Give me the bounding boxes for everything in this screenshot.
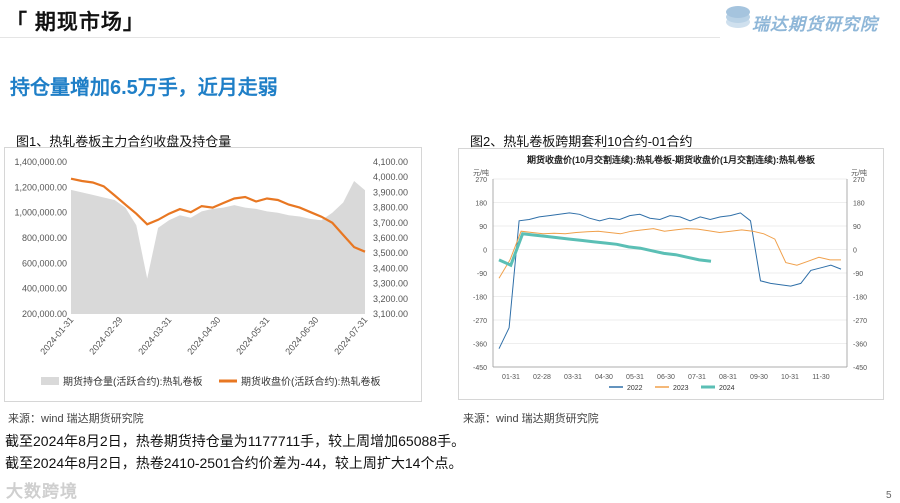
x-tick-group: 2024-01-31 <box>38 315 75 357</box>
chart2-x-tick: 11-30 <box>812 374 829 381</box>
figure1-title: 图1、热轧卷板主力合约收盘及持仓量 <box>16 134 232 149</box>
figure2-title: 图2、热轧卷板跨期套利10合约-01合约 <box>470 134 693 149</box>
right-axis-tick: 3,600.00 <box>373 233 408 243</box>
figure1-panel: 1,400,000.00 1,200,000.00 1,000,000.00 800,… <box>4 147 422 402</box>
chart2-right-tick: 270 <box>853 177 865 184</box>
chart2-legend-label: 2023 <box>673 385 689 392</box>
right-axis-tick: 3,900.00 <box>373 187 408 197</box>
legend-swatch-open-interest <box>41 377 59 385</box>
figure2-source: 来源：wind 瑞达期货研究院 <box>463 413 599 425</box>
x-tick-group: 2024-02-29 <box>87 315 124 357</box>
chart2-right-tick: -360 <box>853 342 867 349</box>
x-axis-tick: 2024-03-31 <box>136 315 173 357</box>
chart2-right-tick: 0 <box>853 248 857 255</box>
open-interest-area <box>71 181 365 314</box>
close-price-line <box>70 177 366 253</box>
x-axis-tick: 2024-05-31 <box>234 315 271 357</box>
left-axis-tick: 1,200,000.00 <box>14 182 67 192</box>
chart2-left-tick: 90 <box>479 224 487 231</box>
legend-label-close-price: 期货收盘价(活跃合约):热轧卷板 <box>241 375 380 388</box>
x-tick-group: 2024-06-30 <box>283 315 320 357</box>
chart2-x-tick: 10-31 <box>781 374 799 381</box>
right-axis-tick: 4,100.00 <box>373 157 408 167</box>
chart2: 期货收盘价(10月交割连续):热轧卷板-期货收盘价(1月交割连续):热轧卷板元/… <box>473 154 867 392</box>
chart2-x-tick: 06-30 <box>657 374 675 381</box>
chart2-x-tick: 04-30 <box>595 374 613 381</box>
company-logo <box>726 6 750 28</box>
chart2-left-tick: 0 <box>483 248 487 255</box>
x-axis-tick: 2024-02-29 <box>87 315 124 357</box>
x-tick-group: 2024-03-31 <box>136 315 173 357</box>
chart2-series-line-2023 <box>498 228 841 279</box>
chart2-y-unit-right: 元/吨 <box>851 168 867 177</box>
chart2-series-line-2022 <box>498 212 842 349</box>
chart2-right-tick: 180 <box>853 201 865 208</box>
chart2-x-tick: 05-31 <box>626 374 644 381</box>
left-axis-tick: 800,000.00 <box>22 233 67 243</box>
chart2-left-tick: -90 <box>477 271 487 278</box>
right-axis-tick: 3,200.00 <box>373 294 408 304</box>
watermark: 大数跨境 <box>6 482 78 501</box>
chart2-left-tick: -360 <box>473 342 487 349</box>
chart1: 1,400,000.00 1,200,000.00 1,000,000.00 800,… <box>14 157 408 388</box>
chart2-series-line-2024 <box>498 232 712 268</box>
header-divider <box>0 37 720 38</box>
right-axis-tick: 3,800.00 <box>373 203 408 213</box>
chart2-right-tick: -450 <box>853 365 867 372</box>
chart2-left-tick: 270 <box>475 177 487 184</box>
chart2-right-tick: -270 <box>853 318 867 325</box>
chart2-legend-label: 2022 <box>627 385 643 392</box>
left-axis-tick: 600,000.00 <box>22 258 67 268</box>
chart2-x-tick: 09-30 <box>750 374 768 381</box>
right-axis-tick: 4,000.00 <box>373 172 408 182</box>
right-axis-tick: 3,300.00 <box>373 279 408 289</box>
chart2-x-tick: 02-28 <box>533 374 551 381</box>
chart2-right-tick: 90 <box>853 224 861 231</box>
chart2-left-tick: -270 <box>473 318 487 325</box>
legend-label-open-interest: 期货持仓量(活跃合约):热轧卷板 <box>63 375 202 388</box>
right-axis-tick: 3,500.00 <box>373 248 408 258</box>
figure1-source: 来源：wind 瑞达期货研究院 <box>8 413 144 425</box>
note-line-1: 截至2024年8月2日，热卷期货持仓量为1177711手，较上周增加65088手… <box>5 433 466 449</box>
x-tick-group: 2024-05-31 <box>234 315 271 357</box>
x-axis-tick: 2024-04-30 <box>185 315 222 357</box>
x-axis-tick: 2024-07-31 <box>332 315 369 357</box>
chart2-title: 期货收盘价(10月交割连续):热轧卷板-期货收盘价(1月交割连续):热轧卷板 <box>527 154 816 165</box>
chart2-x-tick: 07-31 <box>688 374 706 381</box>
left-axis-tick: 1,000,000.00 <box>14 208 67 218</box>
note-line-2: 截至2024年8月2日，热卷2410-2501合约价差为-44，较上周扩大14个… <box>5 455 463 471</box>
left-axis-tick: 200,000.00 <box>22 309 67 319</box>
chart2-x-tick: 01-31 <box>502 374 520 381</box>
chart2-y-unit-left: 元/吨 <box>473 168 489 177</box>
chart2-legend-label: 2024 <box>719 385 735 392</box>
left-axis-tick: 400,000.00 <box>22 284 67 294</box>
chart2-right-tick: -180 <box>853 295 867 302</box>
headline: 持仓量增加6.5万手，近月走弱 <box>10 77 278 99</box>
section-title: 「 期现市场」 <box>6 11 145 34</box>
left-axis-tick: 1,400,000.00 <box>14 157 67 167</box>
chart2-left-tick: -180 <box>473 295 487 302</box>
right-axis-tick: 3,100.00 <box>373 309 408 319</box>
right-axis-tick: 3,400.00 <box>373 263 408 273</box>
chart2-x-tick: 03-31 <box>564 374 582 381</box>
chart2-left-tick: -450 <box>473 365 487 372</box>
chart2-left-tick: 180 <box>475 201 487 208</box>
x-axis-tick: 2024-01-31 <box>38 315 75 357</box>
x-tick-group: 2024-07-31 <box>332 315 369 357</box>
figure2-panel: 期货收盘价(10月交割连续):热轧卷板-期货收盘价(1月交割连续):热轧卷板元/… <box>458 148 884 400</box>
x-tick-group: 2024-04-30 <box>185 315 222 357</box>
page-number: 5 <box>886 490 892 501</box>
x-axis-tick: 2024-06-30 <box>283 315 320 357</box>
chart2-x-tick: 08-31 <box>719 374 737 381</box>
right-axis-tick: 3,700.00 <box>373 218 408 228</box>
logo-text: 瑞达期货研究院 <box>752 15 878 34</box>
chart2-right-tick: -90 <box>853 271 863 278</box>
